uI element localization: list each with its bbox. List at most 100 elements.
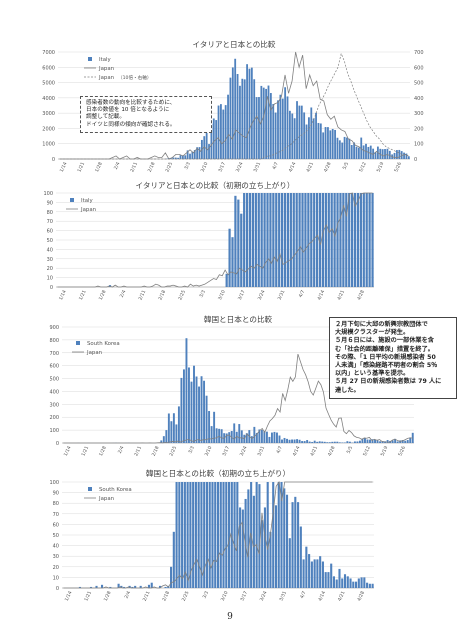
bar [150, 582, 153, 588]
bar [349, 578, 352, 588]
bar [237, 199, 240, 287]
bar [213, 411, 216, 443]
bar [329, 130, 332, 159]
bar [180, 377, 183, 443]
bar [291, 113, 294, 159]
bar [367, 146, 370, 159]
y-tick-label: 80 [47, 210, 53, 216]
bar [273, 431, 276, 443]
chart-title: イタリアと日本との比較（初期の立ち上がり） [136, 180, 295, 190]
bar [252, 495, 255, 588]
bar [181, 482, 184, 588]
bar [283, 437, 286, 443]
bar [312, 118, 315, 159]
bar [303, 441, 306, 443]
bar [371, 193, 374, 287]
bar [216, 482, 220, 588]
bar [334, 129, 336, 159]
x-tick-label: 2/4 [113, 161, 122, 170]
bar [272, 193, 275, 287]
bar [228, 228, 231, 287]
x-tick-label: 3/17 [217, 161, 227, 173]
bar [198, 147, 201, 159]
bar [255, 482, 258, 588]
y-tick-label: 90 [53, 491, 59, 497]
bar [275, 193, 278, 287]
bar [258, 484, 261, 588]
bar [95, 585, 98, 588]
x-tick-label: 5/26 [393, 161, 403, 173]
bar [231, 237, 234, 287]
chart-title: 韓国と日本との比較 [204, 314, 273, 324]
bar [139, 585, 142, 588]
bar [400, 151, 403, 159]
bar [195, 376, 198, 443]
bar [193, 150, 196, 159]
x-tick-label: 5/5 [342, 161, 351, 170]
x-tick-label: 4/28 [356, 289, 366, 301]
y-tick-label: 2000 [42, 126, 55, 132]
bar [272, 482, 275, 588]
bar [357, 578, 360, 588]
bar [227, 482, 231, 588]
y-tick-label: 60 [47, 229, 53, 235]
y-tick-label: 900 [49, 325, 59, 331]
bar [266, 193, 269, 287]
bar [240, 430, 243, 443]
bar [174, 157, 177, 159]
bar [200, 482, 203, 588]
bar [316, 193, 319, 287]
bar [234, 58, 237, 159]
x-tick-label: 3/3 [187, 445, 196, 454]
bar [295, 193, 298, 287]
bar [327, 127, 329, 159]
x-tick-label: 3/24 [235, 161, 245, 173]
x-tick-label: 2/18 [147, 161, 157, 173]
bar [303, 112, 306, 159]
bar [178, 482, 181, 588]
bar [313, 559, 316, 588]
bar [190, 381, 193, 443]
bar [338, 568, 341, 588]
y-tick-label: 50 [53, 533, 59, 539]
bar [346, 137, 348, 159]
bar [274, 112, 277, 159]
x-tick-label: 2/4 [117, 445, 126, 454]
bar [267, 85, 270, 159]
bar [260, 429, 263, 443]
y-tick-label: 90 [47, 200, 53, 206]
y2-tick-label: 300 [414, 111, 424, 117]
bar [203, 136, 206, 159]
bar [170, 158, 172, 159]
bar [336, 441, 339, 443]
bar [158, 585, 162, 588]
x-tick-label: 2/25 [168, 445, 178, 457]
x-tick-label: 4/28 [323, 161, 333, 173]
bar [301, 441, 304, 443]
bar [316, 441, 319, 443]
y-tick-label: 200 [49, 415, 59, 421]
bar [162, 436, 165, 443]
bar [251, 193, 255, 287]
bar [319, 123, 322, 159]
bar [305, 546, 308, 588]
x-tick-label: 4/28 [327, 445, 337, 457]
bar [391, 440, 394, 443]
bar [379, 148, 382, 159]
bar [374, 439, 376, 443]
bar [376, 440, 379, 443]
bar [335, 579, 338, 588]
bar [197, 482, 200, 588]
bar [212, 118, 215, 159]
bar [258, 429, 261, 443]
bar [89, 586, 93, 588]
bar [185, 338, 188, 443]
bar [260, 193, 263, 287]
x-tick-label: 2/11 [142, 590, 152, 602]
bar [194, 482, 197, 588]
bar [348, 193, 351, 287]
bar [345, 193, 348, 287]
bar [181, 155, 184, 159]
bar [346, 441, 349, 443]
bar [265, 431, 268, 443]
